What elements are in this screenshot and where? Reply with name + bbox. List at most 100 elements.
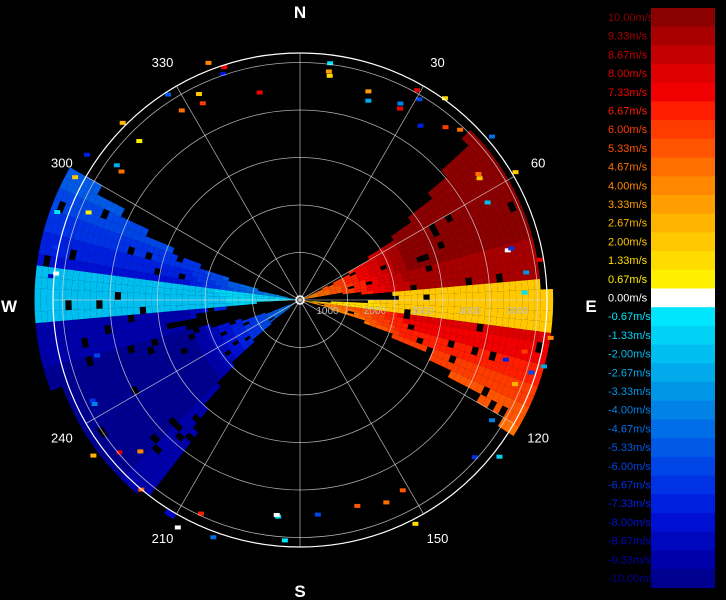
velocity-bin bbox=[106, 458, 118, 472]
velocity-bin bbox=[166, 270, 174, 278]
velocity-bin bbox=[459, 149, 471, 162]
velocity-bin bbox=[445, 229, 455, 239]
velocity-bin bbox=[478, 300, 486, 309]
velocity-bin bbox=[360, 265, 368, 272]
velocity-bin bbox=[155, 380, 165, 390]
velocity-bin bbox=[427, 340, 436, 349]
velocity-bin bbox=[511, 210, 521, 222]
velocity-bin bbox=[455, 334, 463, 344]
velocity-bin bbox=[358, 276, 365, 282]
velocity-bin bbox=[314, 512, 321, 517]
velocity-bin bbox=[228, 334, 236, 341]
velocity-bin bbox=[484, 341, 493, 352]
velocity-bin bbox=[40, 231, 50, 244]
velocity-bin bbox=[91, 182, 103, 195]
velocity-bin bbox=[102, 308, 110, 318]
velocity-bin bbox=[345, 278, 353, 284]
velocity-bin bbox=[382, 254, 390, 261]
velocity-bin bbox=[335, 309, 342, 313]
velocity-bin bbox=[454, 357, 463, 367]
velocity-bin bbox=[91, 326, 100, 337]
velocity-bin bbox=[404, 242, 412, 251]
velocity-bin bbox=[514, 270, 522, 282]
velocity-bin bbox=[132, 375, 142, 386]
velocity-bin bbox=[76, 401, 87, 415]
velocity-bin bbox=[58, 213, 68, 226]
velocity-bin bbox=[154, 429, 165, 440]
velocity-bin bbox=[496, 245, 505, 256]
velocity-bin bbox=[396, 241, 405, 249]
velocity-bin bbox=[501, 203, 512, 215]
velocity-bin bbox=[495, 317, 503, 327]
velocity-bin bbox=[496, 282, 504, 292]
velocity-bin bbox=[446, 193, 457, 204]
velocity-bin bbox=[137, 256, 145, 266]
velocity-bin bbox=[387, 266, 395, 273]
velocity-bin bbox=[244, 323, 251, 329]
velocity-bin bbox=[462, 238, 471, 249]
velocity-bin bbox=[48, 256, 57, 268]
velocity-bin bbox=[83, 200, 93, 213]
velocity-bin bbox=[412, 521, 419, 526]
velocity-bin bbox=[343, 274, 351, 280]
velocity-bin bbox=[411, 245, 420, 253]
velocity-bin bbox=[350, 273, 358, 279]
velocity-bin bbox=[363, 274, 371, 280]
velocity-bin bbox=[400, 250, 409, 258]
velocity-bin bbox=[168, 333, 177, 341]
velocity-bin bbox=[153, 318, 161, 326]
velocity-bin bbox=[330, 301, 338, 304]
velocity-bin bbox=[423, 239, 432, 249]
velocity-bin bbox=[407, 269, 415, 276]
velocity-bin bbox=[72, 319, 80, 330]
velocity-bin bbox=[141, 468, 154, 480]
velocity-bin bbox=[372, 309, 380, 314]
velocity-bin bbox=[128, 395, 139, 407]
velocity-bin bbox=[230, 323, 238, 329]
velocity-bin bbox=[96, 371, 107, 383]
legend-label: -9.33m/s bbox=[608, 554, 651, 566]
velocity-bin bbox=[75, 173, 87, 186]
velocity-bin bbox=[90, 308, 98, 319]
velocity-bin bbox=[475, 171, 482, 176]
velocity-bin bbox=[234, 342, 242, 349]
velocity-bin bbox=[139, 430, 150, 442]
velocity-bin bbox=[365, 89, 372, 94]
velocity-bin bbox=[176, 300, 183, 306]
velocity-bin bbox=[281, 297, 288, 299]
azimuth-spoke bbox=[85, 299, 301, 424]
velocity-bin bbox=[112, 427, 124, 440]
velocity-bin bbox=[183, 279, 191, 286]
velocity-bin bbox=[409, 240, 418, 248]
velocity-bin bbox=[109, 240, 118, 251]
velocity-bin bbox=[442, 187, 452, 198]
velocity-bin bbox=[145, 437, 156, 449]
velocity-bin bbox=[170, 294, 177, 300]
velocity-bin bbox=[167, 397, 178, 408]
velocity-bin bbox=[143, 354, 152, 364]
velocity-bin bbox=[244, 300, 251, 303]
velocity-bin bbox=[111, 213, 121, 225]
velocity-bin bbox=[441, 293, 449, 300]
velocity-bin bbox=[388, 323, 396, 330]
velocity-bin bbox=[371, 316, 379, 321]
legend-swatch bbox=[651, 363, 715, 383]
velocity-bin bbox=[95, 245, 104, 256]
velocity-bin bbox=[132, 248, 141, 257]
velocity-bin bbox=[164, 430, 175, 442]
velocity-bin bbox=[523, 339, 532, 351]
velocity-bin bbox=[273, 313, 280, 318]
velocity-bin bbox=[115, 275, 123, 285]
velocity-bin bbox=[159, 275, 167, 283]
velocity-bin bbox=[441, 300, 449, 307]
velocity-bin bbox=[417, 300, 424, 306]
velocity-bin bbox=[492, 334, 501, 345]
velocity-bin bbox=[479, 357, 489, 368]
velocity-bin bbox=[221, 279, 229, 284]
velocity-bin bbox=[195, 409, 205, 419]
velocity-bin bbox=[202, 278, 210, 284]
velocity-bin bbox=[174, 525, 181, 530]
velocity-bin bbox=[186, 409, 196, 419]
velocity-bin bbox=[398, 295, 405, 300]
velocity-bin bbox=[428, 282, 436, 289]
